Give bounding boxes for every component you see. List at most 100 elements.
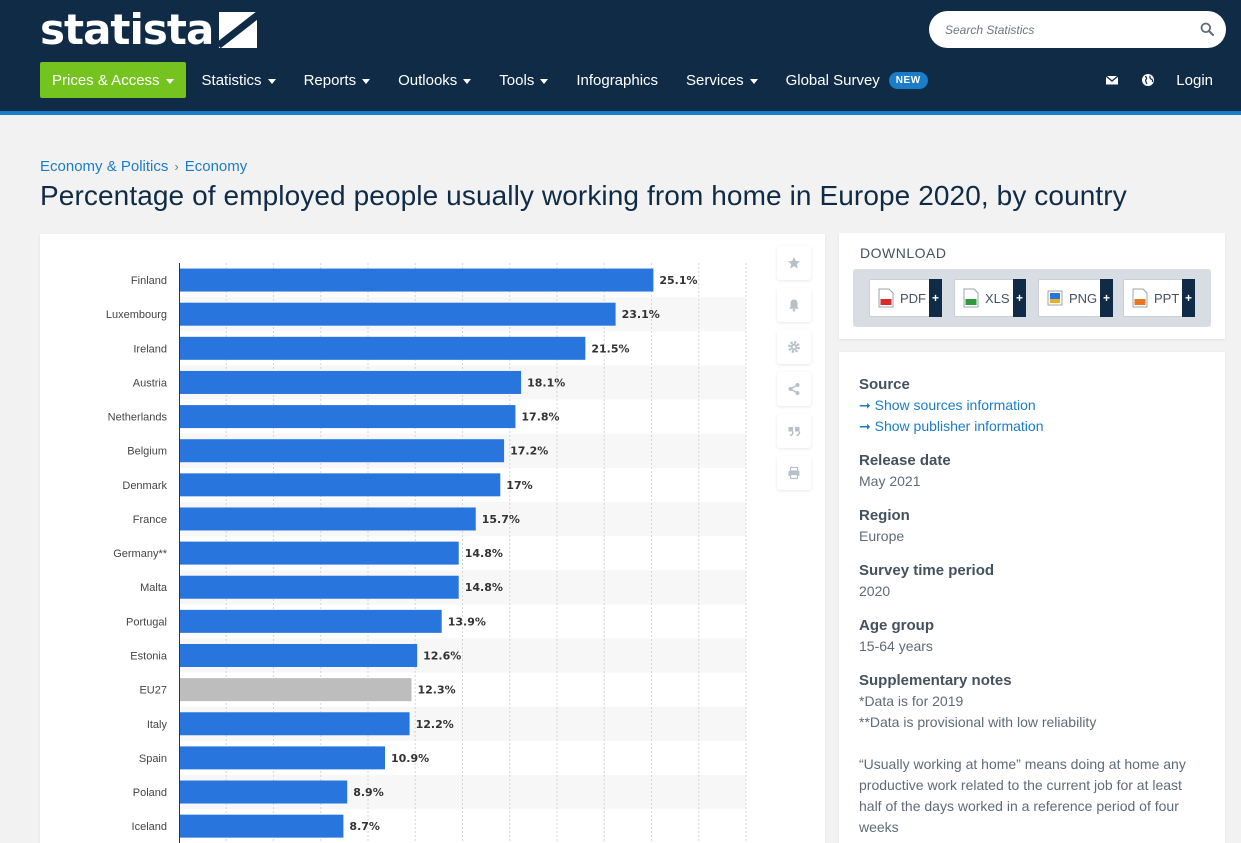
ppt-file-icon — [1132, 288, 1148, 308]
nav-services[interactable]: Services — [672, 62, 772, 98]
favorite-button[interactable] — [777, 246, 811, 280]
period-value: 2020 — [859, 583, 891, 599]
value-label: 8.7% — [349, 820, 380, 833]
nav-statistics[interactable]: Statistics — [188, 62, 290, 98]
bar — [180, 780, 348, 804]
globe-icon[interactable] — [1141, 73, 1155, 87]
cite-button[interactable] — [777, 414, 811, 448]
print-icon — [788, 466, 800, 480]
breadcrumb-economy-politics[interactable]: Economy & Politics — [40, 158, 169, 175]
plus-icon: + — [929, 279, 942, 317]
bar — [180, 746, 386, 770]
search-input[interactable] — [945, 20, 1185, 40]
bar — [180, 814, 344, 838]
nav-tools[interactable]: Tools — [485, 62, 562, 98]
release-heading: Release date — [859, 452, 951, 469]
category-label: Portugal — [126, 616, 167, 628]
download-bar: PDF + XLS + PNG + PPT + — [853, 269, 1211, 327]
category-label: Ireland — [133, 343, 167, 355]
png-file-icon — [1047, 290, 1063, 306]
bar — [180, 302, 616, 326]
source-heading: Source — [859, 376, 910, 393]
value-label: 17.8% — [521, 411, 559, 424]
show-sources-link[interactable]: ➞ Show sources information — [859, 397, 1036, 413]
nav-global-survey[interactable]: Global Survey NEW — [772, 62, 942, 98]
show-publisher-link[interactable]: ➞ Show publisher information — [859, 418, 1044, 434]
chevron-down-icon — [267, 78, 276, 84]
chevron-down-icon — [362, 78, 371, 84]
bar — [180, 507, 476, 531]
value-label: 21.5% — [591, 342, 629, 355]
note-1: *Data is for 2019 — [859, 693, 964, 709]
release-block: Release date May 2021 — [859, 450, 951, 492]
nav-outlooks[interactable]: Outlooks — [384, 62, 485, 98]
gear-icon — [788, 341, 800, 353]
mail-icon[interactable] — [1105, 73, 1119, 87]
source-block: Source ➞ Show sources information ➞ Show… — [859, 374, 1044, 437]
logo-mark-icon — [219, 12, 258, 48]
note-3: “Usually working at home” means doing at… — [859, 756, 1186, 835]
nav-label: Outlooks — [398, 71, 458, 89]
category-label: Italy — [147, 719, 168, 731]
nav-infographics[interactable]: Infographics — [562, 62, 672, 98]
category-label: Belgium — [127, 446, 167, 458]
category-label: Netherlands — [108, 412, 168, 424]
star-icon — [788, 257, 800, 269]
age-heading: Age group — [859, 617, 934, 634]
region-value: Europe — [859, 528, 905, 544]
breadcrumb-economy[interactable]: Economy — [184, 158, 248, 175]
chevron-down-icon — [749, 78, 758, 84]
print-button[interactable] — [777, 456, 811, 490]
login-link[interactable]: Login — [1176, 71, 1213, 89]
bar — [180, 678, 412, 702]
download-pdf-button[interactable]: PDF + — [869, 279, 942, 317]
nav-right: Login — [1094, 62, 1213, 98]
bar — [180, 439, 505, 463]
bar — [180, 370, 522, 394]
value-label: 17% — [506, 479, 532, 492]
category-label: Luxembourg — [106, 309, 167, 321]
statista-logo[interactable]: statista — [40, 5, 258, 54]
download-ppt-button[interactable]: PPT + — [1123, 279, 1195, 317]
age-value: 15-64 years — [859, 638, 933, 654]
bar — [180, 575, 459, 599]
category-label: Germany** — [113, 548, 168, 560]
chart-toolbar — [777, 246, 813, 498]
plus-icon: + — [1013, 279, 1026, 317]
nav-label: Tools — [499, 71, 535, 89]
category-label: Austria — [133, 377, 168, 389]
bar-chart: Finland 25.1% Luxembourg 23.1% Ireland 21.5% A… — [106, 263, 747, 843]
download-xls-button[interactable]: XLS + — [954, 279, 1026, 317]
value-label: 15.7% — [482, 513, 520, 526]
page-title: Percentage of employed people usually wo… — [40, 180, 1127, 211]
plus-icon: + — [1100, 279, 1113, 317]
download-panel: DOWNLOAD PDF + XLS + PNG + PPT + — [839, 233, 1225, 339]
bar — [180, 541, 459, 565]
share-button[interactable] — [777, 372, 811, 406]
bar — [180, 336, 586, 360]
search-icon[interactable] — [1200, 22, 1214, 36]
category-label: France — [133, 514, 167, 526]
alert-button[interactable] — [777, 288, 811, 322]
quote-icon — [788, 427, 801, 437]
main-nav: Prices & Access Statistics Reports Outlo… — [40, 62, 942, 98]
region-heading: Region — [859, 507, 910, 524]
value-label: 25.1% — [659, 274, 697, 287]
chevron-down-icon — [463, 78, 472, 84]
download-png-button[interactable]: PNG + — [1038, 279, 1113, 317]
nav-prices-access[interactable]: Prices & Access — [40, 62, 186, 98]
category-label: Spain — [139, 753, 167, 765]
value-label: 10.9% — [391, 752, 429, 765]
nav-label: Statistics — [201, 71, 262, 89]
chevron-down-icon — [165, 78, 174, 84]
bar — [180, 473, 501, 497]
breadcrumb: Economy & Politics › Economy — [40, 158, 247, 175]
logo-text: statista — [40, 5, 214, 54]
bar — [180, 609, 442, 633]
settings-button[interactable] — [777, 330, 811, 364]
nav-reports[interactable]: Reports — [290, 62, 385, 98]
value-label: 18.1% — [527, 376, 565, 389]
ppt-label: PPT — [1154, 290, 1180, 306]
age-block: Age group 15-64 years — [859, 615, 934, 657]
top-header: statista Prices & Access Statistics Repo… — [0, 0, 1241, 115]
